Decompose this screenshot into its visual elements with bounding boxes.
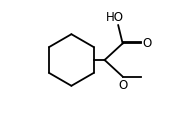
Text: O: O <box>143 37 152 50</box>
Text: O: O <box>118 79 127 92</box>
Text: HO: HO <box>106 11 124 24</box>
